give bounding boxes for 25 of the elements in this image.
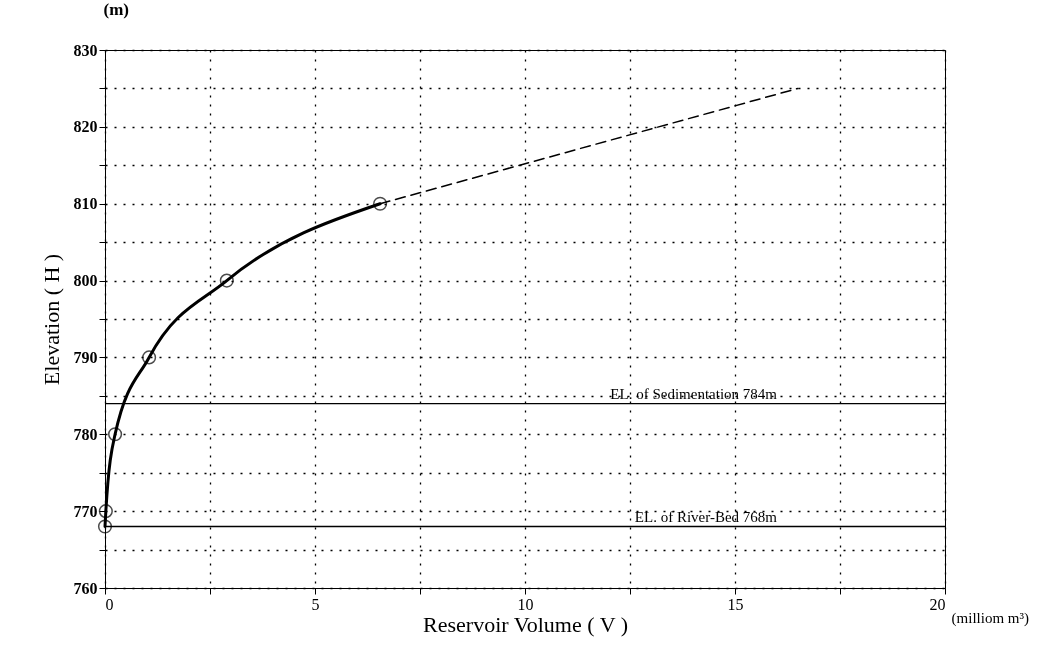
- y-tick-label: 800: [73, 272, 98, 290]
- x-tick-label: 10: [517, 595, 534, 613]
- x-tick-label: 15: [727, 595, 744, 613]
- y-tick-label: 810: [73, 195, 98, 213]
- point: [108, 427, 123, 442]
- x-axis-title: Reservoir Volume ( V ): [423, 611, 628, 637]
- y-tick-label: 830: [73, 41, 98, 59]
- x-tick-label: 20: [929, 595, 946, 613]
- point: [373, 196, 388, 211]
- y-tick-label: 780: [73, 425, 98, 443]
- y-tick-label: 790: [73, 348, 98, 366]
- point: [142, 350, 157, 365]
- y-tick-label: 770: [73, 502, 98, 520]
- ref-line-label: EL. of River-Bed 768m: [634, 508, 778, 525]
- y-tick-label: 760: [73, 579, 98, 597]
- point: [98, 504, 113, 519]
- point: [97, 519, 113, 534]
- point: [219, 273, 234, 288]
- y-axis-title: Elevation ( H ): [38, 253, 64, 386]
- ref-line-label: EL. of Sedimentation 784m: [610, 385, 778, 402]
- text: (m): [103, 0, 129, 19]
- x-tick-label: 0: [105, 595, 114, 613]
- y-tick-label: 820: [73, 118, 98, 136]
- text: (milliom m³): [951, 610, 1029, 627]
- x-tick-label: 5: [311, 595, 320, 613]
